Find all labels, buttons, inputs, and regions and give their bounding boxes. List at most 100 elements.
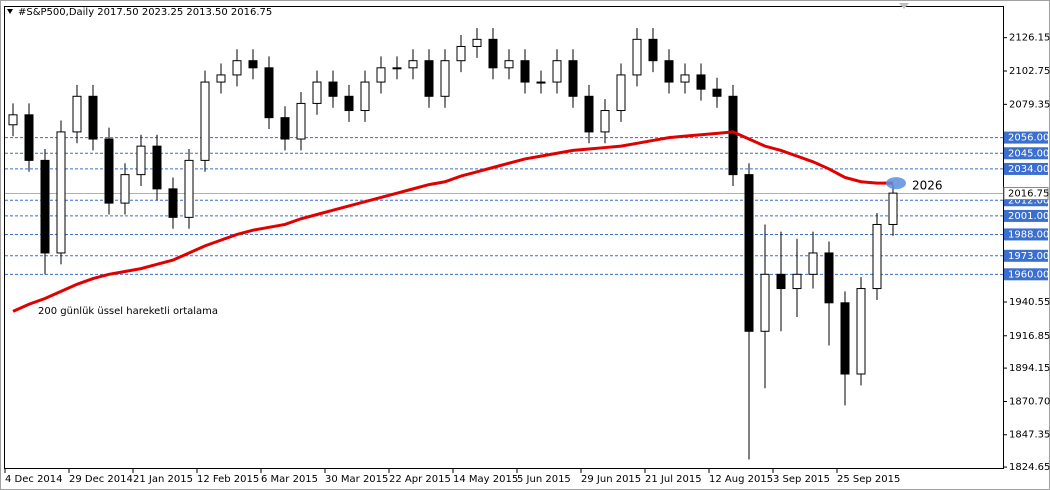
candle-body [568,60,578,97]
candle-body [8,114,18,126]
candle-body [776,273,786,290]
shift-marker[interactable] [899,3,909,9]
y-tick-label: 2102.75 [1009,66,1050,77]
ema-line [12,130,893,313]
level-tag [1004,131,1048,144]
level-label: 2012.00 [1008,195,1049,206]
candle-body [312,81,322,104]
candle-body [216,74,226,83]
chart-title: #S&P500,Daily 2017.50 2023.25 2013.50 20… [18,7,272,18]
candle-body [24,114,34,161]
candle-body [168,188,178,218]
candle-body [440,60,450,97]
level-tag [1004,147,1048,160]
menu-arrow[interactable] [7,9,13,14]
candle-body [184,159,194,218]
ema-end-marker [886,177,906,190]
candle-body [40,159,50,254]
candle-body [856,288,866,375]
candle-body [584,95,594,133]
candle-body [664,60,674,83]
candle-body [808,252,818,275]
x-tick-label: 29 Dec 2014 [69,474,133,485]
candle-body [152,145,162,190]
level-tag [1004,228,1048,241]
last-price-label: 2016.75 [1008,188,1049,199]
candle-body [296,102,306,140]
y-tick-label: 1916.85 [1009,331,1050,342]
candle-body [280,117,290,140]
candle-body [632,38,642,76]
candle-body [536,81,546,84]
x-tick-label: 3 Sep 2015 [773,474,830,485]
candle-body [616,74,626,112]
x-tick-label: 25 Sep 2015 [837,474,900,485]
candle-body [360,81,370,112]
y-tick-label: 1870.70 [1009,396,1050,407]
candle-body [248,60,258,69]
ema-end-label: 2026 [912,179,943,193]
level-tag [1004,209,1048,222]
last-price-tag [1003,186,1049,200]
x-tick-label: 4 Dec 2014 [5,474,63,485]
x-tick-label: 14 May 2015 [453,474,518,485]
candle-body [104,138,114,204]
y-tick-label: 1894.15 [1009,363,1050,374]
level-tag [1004,249,1048,262]
level-tag [1004,268,1048,281]
candle-body [408,60,418,69]
candle-body [392,67,402,70]
candle-body [88,95,98,140]
level-tag [1004,162,1048,175]
candle-body [232,60,242,76]
level-label: 2034.00 [1008,164,1049,175]
candle-body [120,174,130,204]
candle-body [696,74,706,90]
candle-body [792,273,802,290]
candle-body [488,38,498,69]
plot-area [4,6,1004,469]
candle-body [760,273,770,332]
candle-body [328,81,338,97]
candle-body [424,60,434,97]
candle-body [376,67,386,83]
candle-body [600,110,610,133]
candle-body [824,252,834,304]
candle-body [680,74,690,83]
x-tick-label: 12 Feb 2015 [197,474,259,485]
x-tick-label: 21 Jan 2015 [133,474,193,485]
level-label: 1960.00 [1008,269,1049,280]
candle-body [552,60,562,83]
x-tick-label: 6 Mar 2015 [261,474,318,485]
y-tick-label: 1824.65 [1009,462,1050,473]
candle-body [520,60,530,83]
candle-body [712,88,722,97]
level-label: 1988.00 [1008,229,1049,240]
candle-body [72,95,82,133]
level-label: 2001.00 [1008,211,1049,222]
x-tick-label: 5 Jun 2015 [517,474,571,485]
candle-body [840,302,850,375]
candle-body [648,38,658,62]
x-tick-label: 21 Jul 2015 [645,474,702,485]
x-tick-label: 22 Apr 2015 [389,474,451,485]
candle-body [504,60,514,69]
candle-body [56,131,66,254]
candle-body [456,45,466,62]
candle-body [200,81,210,161]
y-tick-label: 1847.35 [1009,430,1050,441]
ema-label: 200 günlük üssel hareketli ortalama [38,306,218,317]
x-tick-label: 12 Aug 2015 [709,474,773,485]
y-tick-label: 2126.15 [1009,33,1050,44]
candle-body [744,174,754,332]
candle-body [888,192,898,225]
candle-body [728,95,738,176]
y-tick-label: 2079.35 [1009,99,1050,110]
x-tick-label: 30 Mar 2015 [325,474,388,485]
y-tick-label: 1940.55 [1009,297,1050,308]
level-label: 1973.00 [1008,251,1049,262]
candle-body [136,145,146,176]
level-label: 2045.00 [1008,148,1049,159]
x-tick-label: 29 Jun 2015 [581,474,641,485]
